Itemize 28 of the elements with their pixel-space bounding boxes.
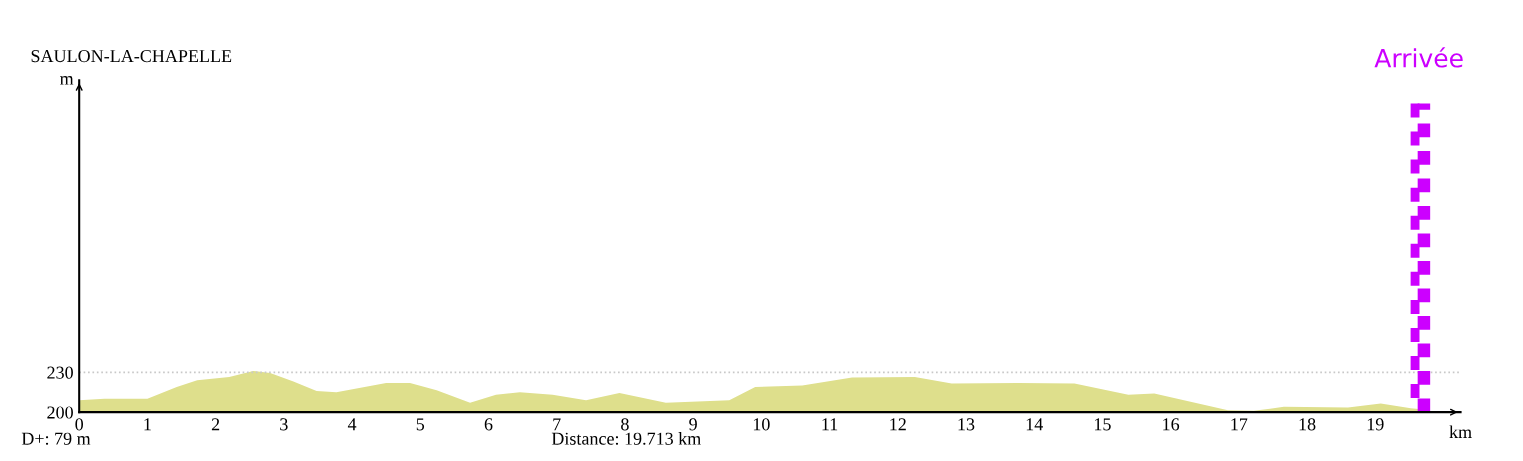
x-tick-label: 10 xyxy=(753,418,770,431)
y-tick-label: 230 xyxy=(47,366,73,379)
x-tick-label: 9 xyxy=(689,418,697,431)
x-tick-label: 0 xyxy=(75,418,84,431)
text: Distance: 19.713 km xyxy=(551,432,701,445)
y-axis-title: m xyxy=(60,76,74,85)
x-tick-label: 3 xyxy=(280,418,288,431)
x-tick-label: 4 xyxy=(347,418,357,431)
x-tick-label: 14 xyxy=(1026,418,1043,431)
x-axis-title: km xyxy=(1449,425,1472,438)
y-tick-label: 200 xyxy=(47,406,73,419)
x-tick-label: 7 xyxy=(553,418,561,431)
x-tick-label: 8 xyxy=(621,418,629,431)
x-tick-label: 12 xyxy=(890,418,906,431)
x-tick-label: 2 xyxy=(211,418,220,431)
x-tick-label: 16 xyxy=(1163,418,1180,431)
x-tick-label: 1 xyxy=(144,418,151,431)
chart-title: SAULON-LA-CHAPELLE xyxy=(31,50,232,63)
x-tick-label: 13 xyxy=(958,418,975,431)
text: D+: 79 m xyxy=(21,432,91,445)
x-tick-label: 17 xyxy=(1231,418,1248,431)
x-tick-label: 18 xyxy=(1299,418,1316,431)
x-tick-label: 5 xyxy=(416,418,425,431)
ref-line-label: Arrivée xyxy=(1374,47,1463,68)
x-tick-label: 6 xyxy=(484,418,493,431)
x-tick-label: 15 xyxy=(1094,418,1111,431)
x-tick-label: 19 xyxy=(1367,418,1384,431)
x-tick-label: 11 xyxy=(822,418,838,431)
